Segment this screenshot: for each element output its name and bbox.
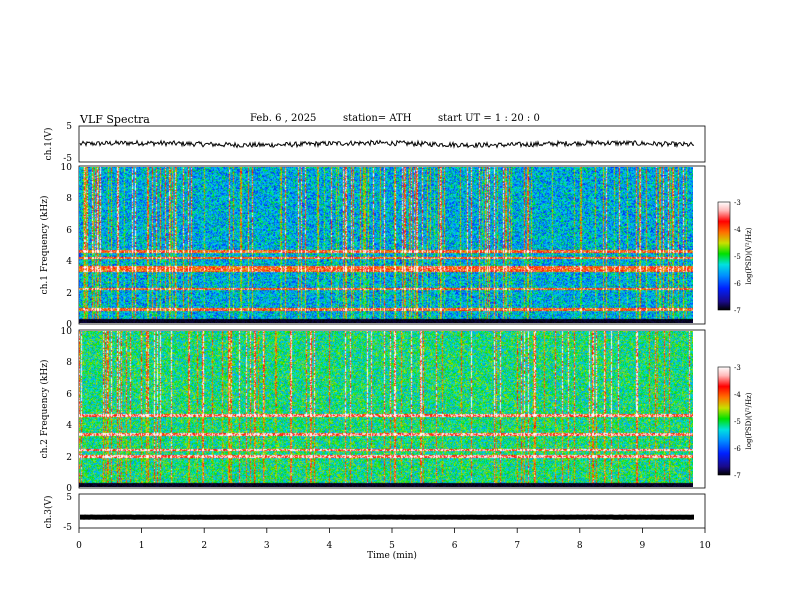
colorbar-tick-label: -3 [734,199,741,207]
time-tick-label: 8 [577,541,583,551]
ch2-spec-ylabel-text: ch.2 Frequency (kHz) [39,360,50,459]
ch2-colorbar-label: log(PSD)(V²/Hz) [745,392,753,449]
ch1-ytick-6: 6 [66,226,72,236]
ch1-ylabel: ch.1(V) [43,128,54,161]
ch2-ytick-4: 4 [66,421,72,431]
ch3-waveform-panel: 5 -5 ch.3(V) [43,493,706,533]
ch1-ytick-4: 4 [66,257,72,267]
time-tick-label: 7 [514,541,520,551]
plot-title: VLF Spectra [80,113,150,126]
ch3-ytick-top: 5 [66,493,72,503]
ch1-ytick-0: 0 [66,320,72,330]
colorbar-tick-label: -6 [734,445,741,453]
time-tick-label: 3 [264,541,270,551]
ch2-ytick-0: 0 [66,484,72,494]
time-tick-label: 1 [139,541,145,551]
time-tick-label: 5 [389,541,395,551]
ch3-ylabel: ch.3(V) [43,496,54,529]
colorbar-tick-label: -5 [734,418,741,426]
ch2-ytick-2: 2 [66,453,72,463]
time-tick-label: 2 [201,541,207,551]
date-label: Feb. 6 , 2025 [250,113,317,124]
colorbar-tick-label: -7 [734,307,741,315]
colorbar-tick-label: -7 [734,472,741,480]
ch2-freq-ticks: 0 2 4 6 8 10 [61,327,73,494]
ch2-colorbar: -3 -4 -5 -6 -7 log(PSD)(V²/Hz) [717,364,753,480]
ch1-colorbar: -3 -4 -5 -6 -7 log(PSD)(V²/Hz) [717,199,753,315]
ch1-spec-ylabel-text: ch.1 Frequency (kHz) [39,196,50,295]
ch2-spectrogram-heatmap [79,331,693,487]
ch1-freq-ticks: 0 2 4 6 8 10 [61,163,73,330]
colorbar-tick-label: -4 [734,391,741,399]
ch1-ytick-10: 10 [61,163,73,173]
ch1-colorbar-ticks: -3 -4 -5 -6 -7 [734,199,741,315]
colorbar-tick-label: -4 [734,226,741,234]
time-axis-label: Time (min) [367,550,417,561]
time-tick-label: 9 [640,541,646,551]
ch1-ylabel-channel: ch.1 Frequency (kHz) [39,196,50,295]
ch1-spectrogram-heatmap [79,167,693,323]
ch1-ytick-2: 2 [66,289,72,299]
colorbar-tick-label: -5 [734,253,741,261]
ch1-ytick-bottom: -5 [63,154,72,164]
ch2-colorbar-ticks: -3 -4 -5 -6 -7 [734,364,741,480]
ch1-waveform-trace [79,139,695,149]
ch1-colorbar-label: log(PSD)(V²/Hz) [745,227,753,284]
ch3-ytick-bottom: -5 [63,523,72,533]
station-label: station= ATH [343,113,412,124]
ch2-ytick-6: 6 [66,390,72,400]
colorbar-tick-label: -3 [734,364,741,372]
ch2-ytick-8: 8 [66,358,72,368]
colorbar-tick-label: -6 [734,280,741,288]
time-tick-label: 4 [327,541,333,551]
time-axis: 0 1 2 3 4 5 6 7 8 9 10 [76,528,711,551]
ch1-ytick-8: 8 [66,194,72,204]
ch2-ylabel: ch.2 Frequency (kHz) [39,360,50,459]
ch1-ytick-top: 5 [66,122,72,132]
start-time-label: start UT = 1 : 20 : 0 [438,113,540,124]
ch2-spectrogram-panel: 0 2 4 6 8 10 ch.2 Frequency (kHz) [39,327,706,494]
time-tick-label: 6 [452,541,458,551]
time-tick-label: 0 [76,541,82,551]
time-tick-label: 10 [699,541,711,551]
ch1-spectrogram-panel: 0 2 4 6 8 10 ch.1 Frequency (kHz) [39,163,706,330]
ch1-waveform-panel: 5 -5 ch.1(V) [43,122,706,164]
ch2-ytick-10: 10 [61,327,73,337]
